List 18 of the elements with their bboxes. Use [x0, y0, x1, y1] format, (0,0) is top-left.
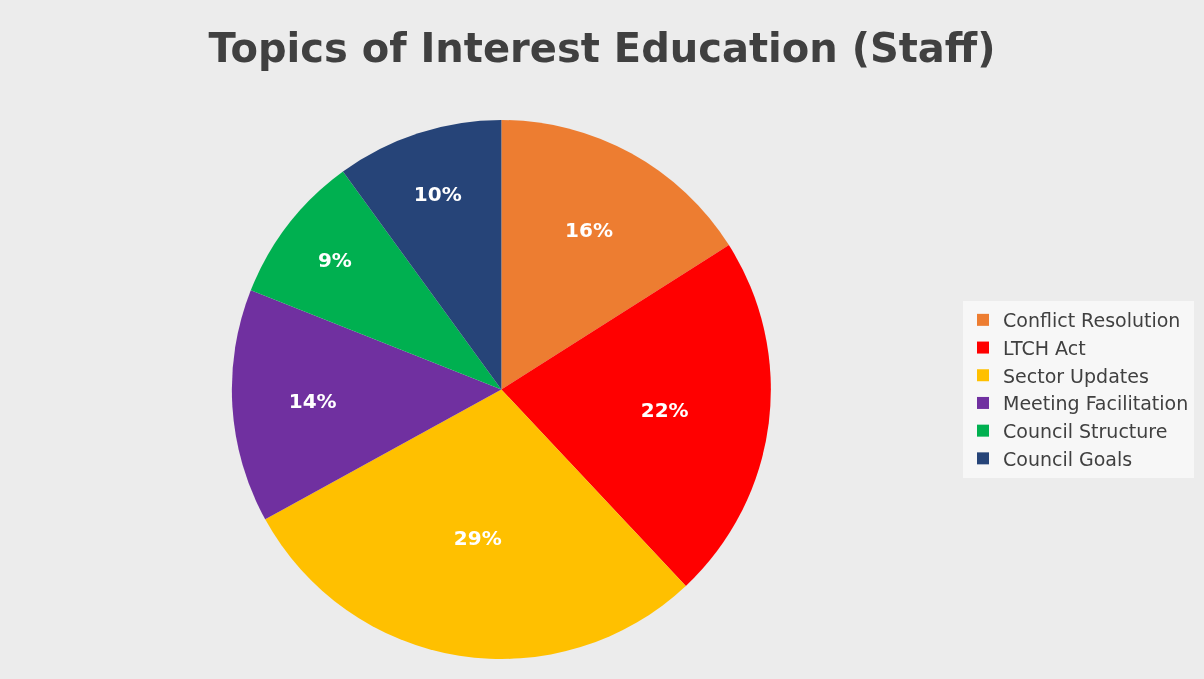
- legend-label: Meeting Facilitation: [1003, 392, 1189, 415]
- legend-label: Council Structure: [1003, 420, 1168, 443]
- data-label: 9%: [317, 248, 352, 273]
- data-label: 16%: [565, 218, 613, 243]
- pie-slice: [501, 245, 771, 586]
- pie-slice: [265, 389, 686, 659]
- legend-label: Conflict Resolution: [1003, 309, 1181, 332]
- data-label: 29%: [453, 526, 502, 551]
- chart-title: Topics of Interest Education (Staff): [208, 24, 996, 71]
- pie-slice: [231, 290, 502, 520]
- data-label: 10%: [413, 181, 462, 206]
- legend-label: LTCH Act: [1003, 336, 1086, 359]
- data-label: 14%: [288, 389, 337, 414]
- pie-slice: [250, 171, 502, 390]
- legend-label: Council Goals: [1003, 447, 1133, 470]
- data-label: 22%: [640, 398, 689, 423]
- pie-slice: [501, 120, 729, 390]
- legend-label: Sector Updates: [1003, 364, 1149, 387]
